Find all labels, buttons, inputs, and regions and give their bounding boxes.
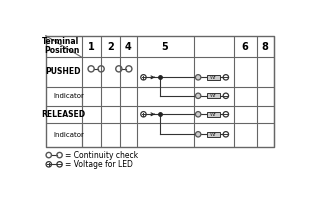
Text: PUSHED: PUSHED (46, 67, 81, 76)
Text: RELEASED: RELEASED (41, 110, 86, 119)
Bar (207, 112, 220, 117)
Bar (207, 132, 220, 137)
Text: Wr: Wr (210, 93, 217, 98)
Text: 2: 2 (107, 42, 114, 52)
Text: 4: 4 (125, 42, 131, 52)
Circle shape (195, 111, 201, 117)
Text: Indicator: Indicator (53, 93, 84, 99)
Text: 5: 5 (162, 42, 168, 52)
Text: Wr: Wr (210, 112, 217, 117)
Text: 8: 8 (262, 42, 268, 52)
Text: 1: 1 (88, 42, 95, 52)
Text: = Voltage for LED: = Voltage for LED (65, 160, 133, 169)
Text: = Continuity check: = Continuity check (65, 151, 138, 160)
Circle shape (195, 93, 201, 99)
Text: Indicator: Indicator (53, 132, 84, 138)
Text: Terminal: Terminal (42, 37, 80, 46)
Text: Wr: Wr (210, 132, 217, 137)
Text: 6: 6 (241, 42, 248, 52)
Circle shape (195, 75, 201, 80)
Bar (207, 75, 220, 80)
Bar (207, 93, 220, 98)
Text: Position: Position (44, 46, 80, 55)
Text: Wr: Wr (210, 75, 217, 80)
Circle shape (195, 132, 201, 137)
